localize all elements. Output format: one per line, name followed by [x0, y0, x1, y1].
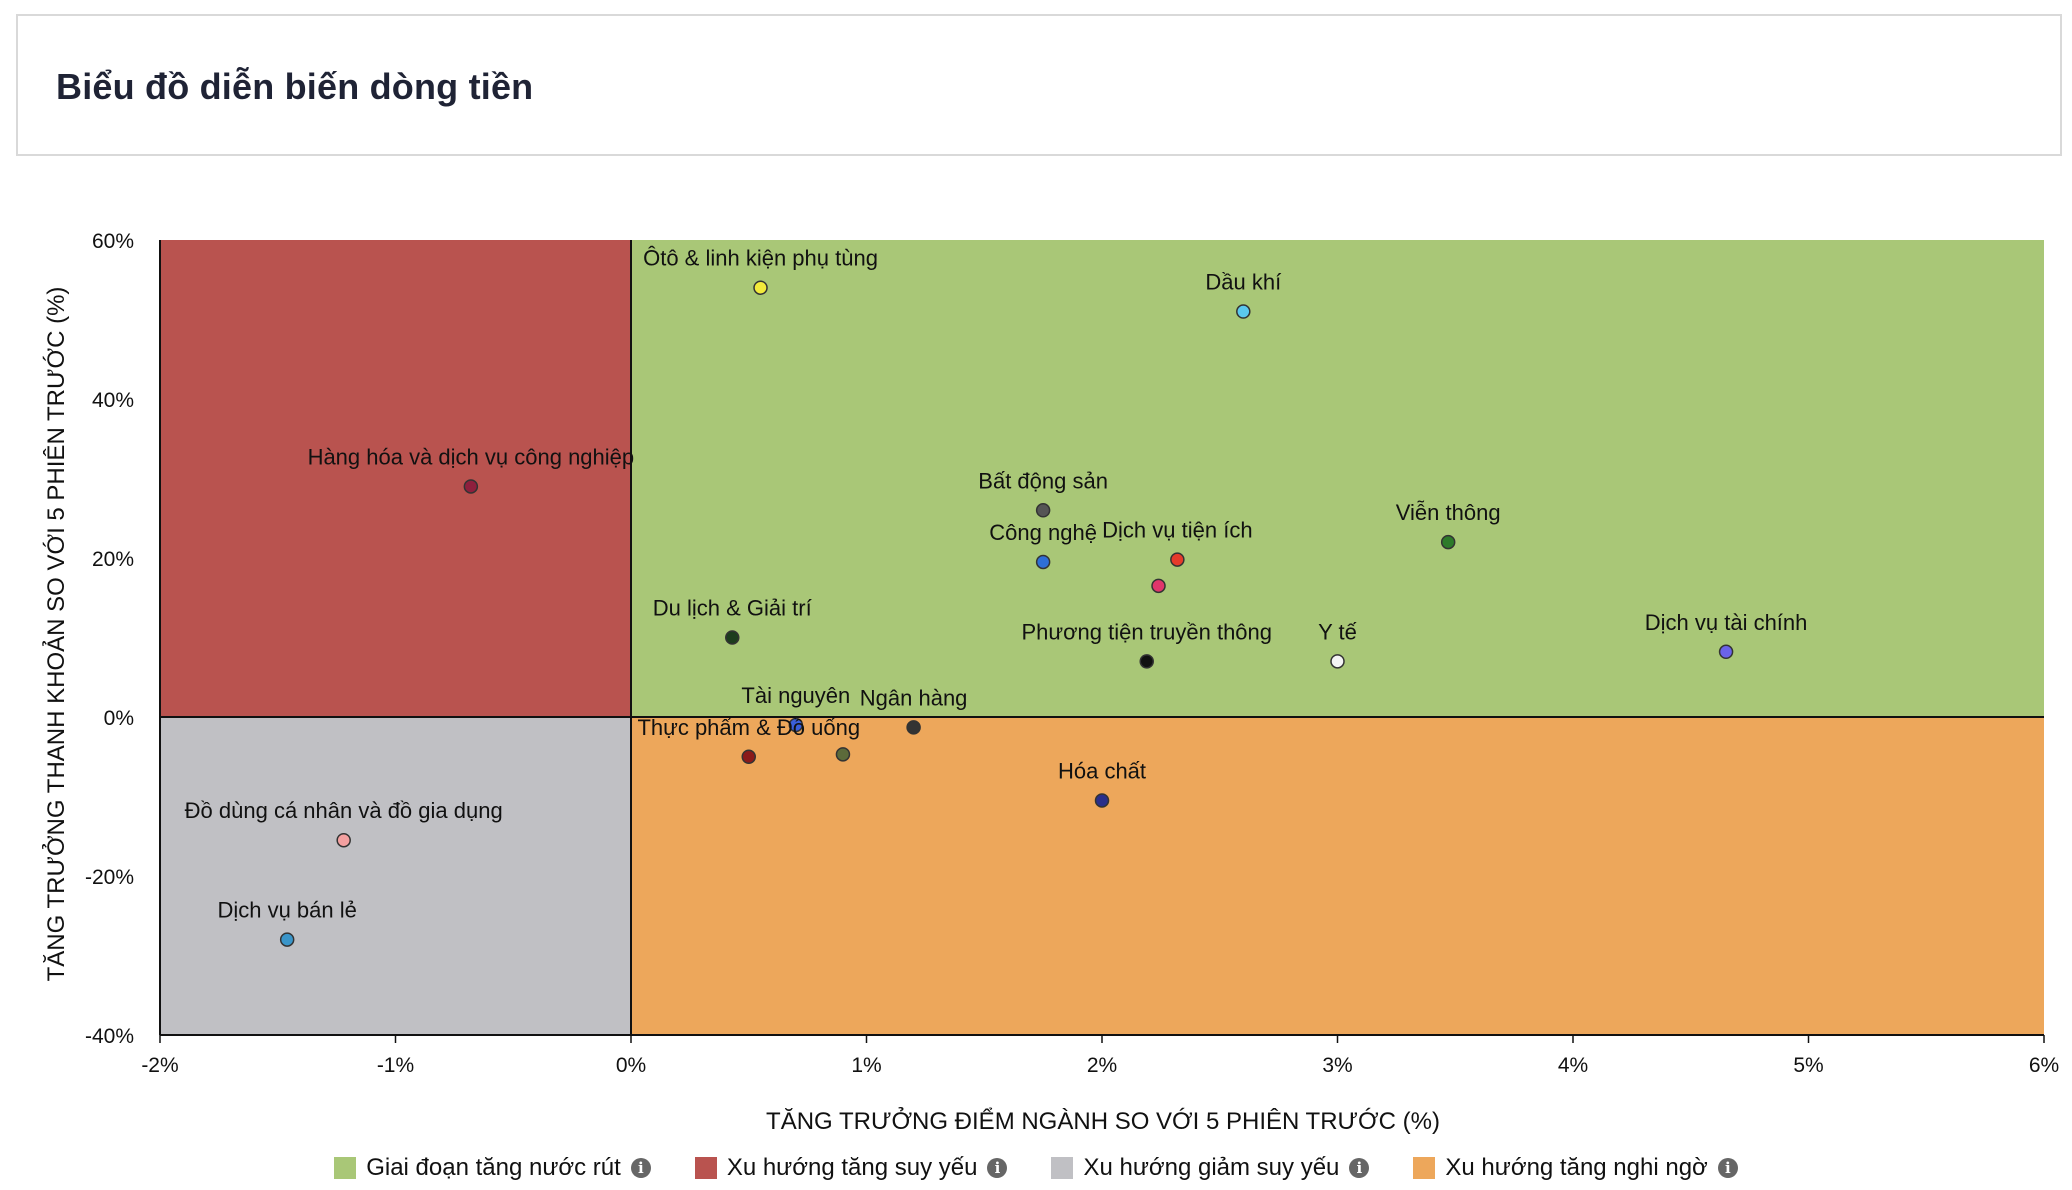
- y-tick-label: 60%: [92, 230, 134, 253]
- data-point[interactable]: [1170, 552, 1185, 567]
- info-icon[interactable]: i: [1349, 1158, 1370, 1178]
- legend-item-sprint[interactable]: Giai đoạn tăng nước rút i: [334, 1154, 651, 1182]
- data-point[interactable]: [753, 280, 768, 295]
- x-axis-title: TĂNG TRƯỞNG ĐIỂM NGÀNH SO VỚI 5 PHIÊN TR…: [766, 1106, 1440, 1135]
- y-tick-label: 40%: [92, 389, 134, 412]
- page-title: Biểu đồ diễn biến dòng tiền: [56, 66, 534, 107]
- legend-item-weakening-downtrend[interactable]: Xu hướng giảm suy yếu i: [1051, 1154, 1370, 1182]
- cashflow-scatter-chart: -2% -1% 0% 1% 2% 3% 4% 5% 6%60%40%20%0%-20%-40% …: [41, 230, 2059, 1135]
- data-point[interactable]: [1035, 554, 1051, 570]
- x-tick-label: 1%: [851, 1054, 881, 1077]
- point-label: Hàng hóa và dịch vụ công nghiệp: [308, 444, 635, 469]
- legend-item-weakening-uptrend[interactable]: Xu hướng tăng suy yếu i: [694, 1154, 1008, 1182]
- y-tick-label: 20%: [92, 548, 134, 571]
- point-label: Công nghệ: [989, 520, 1097, 545]
- quadrant-0: [631, 240, 2044, 717]
- data-point[interactable]: [1139, 654, 1154, 669]
- point-label: Dịch vụ tiện ích: [1102, 518, 1252, 543]
- legend-swatch: [1413, 1157, 1436, 1179]
- y-axis-title: TĂNG TRƯỞNG THANH KHOẢN SO VỚI 5 PHIÊN T…: [41, 287, 70, 982]
- point-label: Hóa chất: [1058, 758, 1146, 783]
- point-label: Ôtô & linh kiện phụ tùng: [643, 246, 878, 271]
- legend-label: Xu hướng giảm suy yếu: [1083, 1154, 1340, 1181]
- x-tick-label: 4%: [1558, 1054, 1588, 1077]
- data-point[interactable]: [835, 747, 851, 762]
- legend-swatch: [694, 1157, 717, 1179]
- x-tick-label: -1%: [377, 1054, 414, 1077]
- point-label: Dịch vụ tài chính: [1645, 610, 1808, 635]
- info-icon[interactable]: i: [630, 1158, 651, 1178]
- y-tick-label: 0%: [104, 707, 134, 730]
- data-point[interactable]: [1151, 578, 1166, 594]
- point-label: Ngân hàng: [860, 685, 968, 710]
- data-point[interactable]: [336, 832, 351, 848]
- x-tick-label: 2%: [1087, 1054, 1117, 1077]
- data-point[interactable]: [1236, 304, 1251, 319]
- quadrant-layer: [160, 240, 2044, 1035]
- header-card: Biểu đồ diễn biến dòng tiền: [16, 14, 2062, 156]
- info-icon[interactable]: i: [987, 1158, 1008, 1178]
- data-point[interactable]: [1094, 793, 1110, 808]
- point-label: Viễn thông: [1396, 500, 1501, 525]
- legend: Giai đoạn tăng nước rút i Xu hướng tăng …: [0, 1150, 2072, 1186]
- labels-layer: Ôtô & linh kiện phụ tùng Dầu khí Hàng hóa …: [185, 246, 1808, 923]
- legend-swatch: [334, 1157, 357, 1179]
- data-point[interactable]: [1035, 503, 1051, 518]
- point-label: Tài nguyên: [741, 683, 850, 708]
- legend-label: Xu hướng tăng nghi ngờ: [1445, 1154, 1708, 1181]
- data-point[interactable]: [788, 717, 804, 733]
- data-point[interactable]: [741, 749, 756, 764]
- x-tick-label: 0%: [616, 1054, 646, 1077]
- quadrant-2: [160, 717, 631, 1035]
- point-label: Bất động sản: [978, 468, 1108, 493]
- points-layer: [279, 280, 1734, 947]
- data-point[interactable]: [1718, 644, 1734, 660]
- x-tick-label: 5%: [1793, 1054, 1823, 1077]
- point-label: Dịch vụ bán lẻ: [217, 898, 356, 923]
- data-point[interactable]: [463, 479, 479, 494]
- data-point[interactable]: [725, 630, 740, 645]
- info-icon[interactable]: i: [1717, 1158, 1738, 1178]
- legend-swatch: [1051, 1157, 1074, 1179]
- data-point[interactable]: [906, 720, 921, 735]
- point-label: Đồ dùng cá nhân và đồ gia dụng: [185, 798, 503, 823]
- point-label: Dầu khí: [1205, 270, 1281, 295]
- quadrant-1: [160, 240, 631, 717]
- data-point[interactable]: [1440, 534, 1456, 550]
- legend-label: Giai đoạn tăng nước rút: [366, 1154, 621, 1181]
- data-point[interactable]: [279, 932, 295, 947]
- point-label: Y tế: [1318, 619, 1357, 644]
- axes-layer: -2% -1% 0% 1% 2% 3% 4% 5% 6% 60% 40% 20% 0% -20% -40%: [85, 230, 2059, 1077]
- x-tick-label: 3%: [1322, 1054, 1352, 1077]
- y-tick-label: -40%: [85, 1025, 134, 1048]
- point-label: Du lịch & Giải trí: [653, 596, 812, 621]
- quadrant-3: [631, 717, 2044, 1035]
- legend-label: Xu hướng tăng suy yếu: [726, 1154, 978, 1181]
- legend-item-doubtful-uptrend[interactable]: Xu hướng tăng nghi ngờ i: [1413, 1154, 1738, 1182]
- x-tick-label: 6%: [2029, 1054, 2059, 1077]
- x-tick-label: -2%: [141, 1054, 178, 1077]
- data-point[interactable]: [1330, 654, 1345, 669]
- point-label: Thực phẩm & Đồ uống: [637, 715, 860, 740]
- y-tick-label: -20%: [85, 866, 134, 889]
- point-label: Phương tiện truyền thông: [1021, 619, 1272, 644]
